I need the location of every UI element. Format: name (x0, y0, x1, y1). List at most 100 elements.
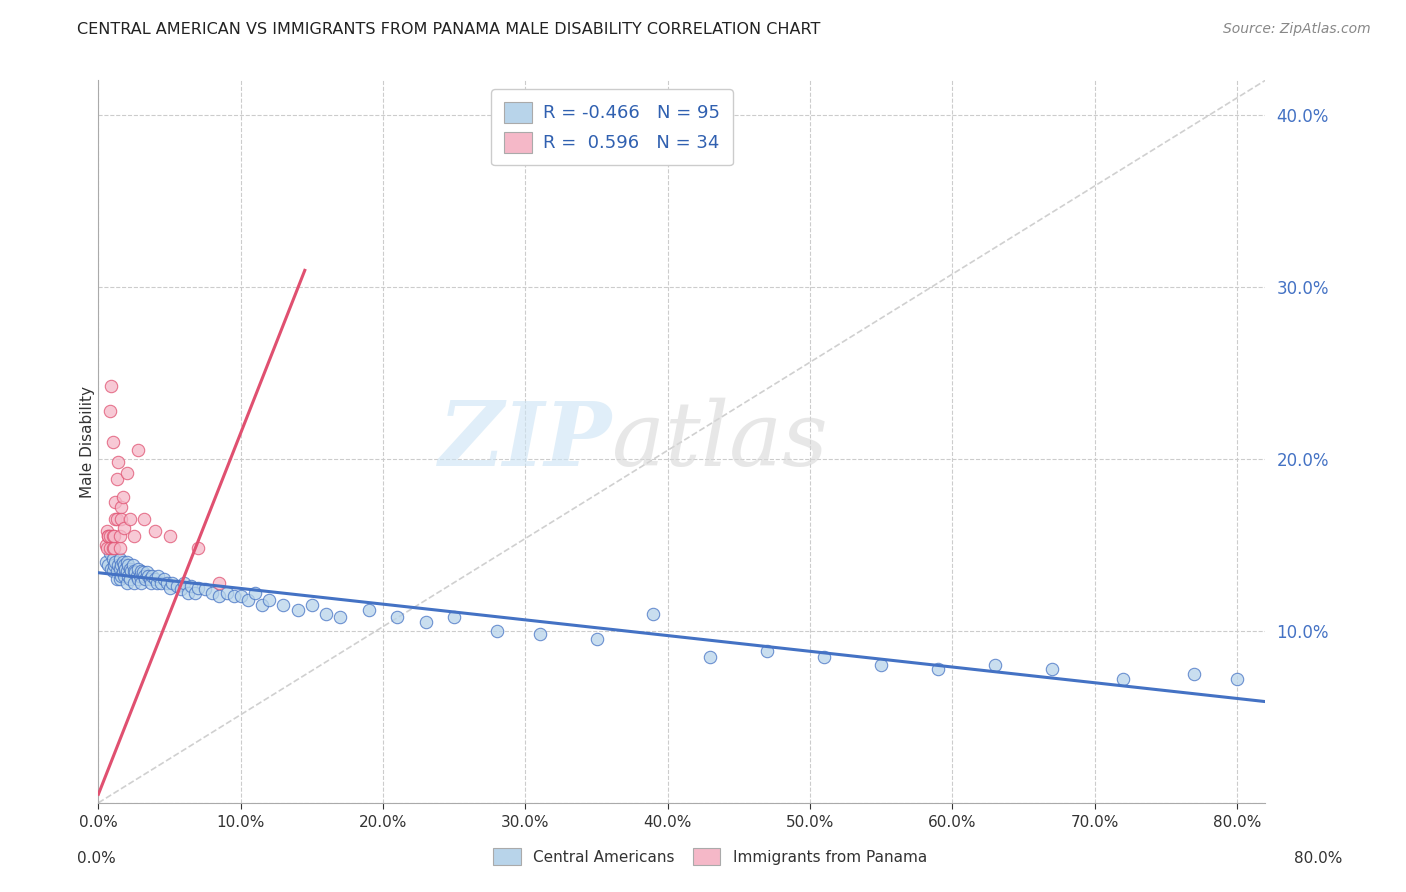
Point (194, 582, 217, 597)
Point (105, 472, 128, 486)
Point (135, 566, 157, 580)
Point (143, 524, 166, 538)
Point (94, 538, 117, 552)
Point (117, 558, 139, 573)
Point (162, 575, 184, 590)
Point (101, 551, 124, 566)
Point (104, 512, 127, 526)
Text: 0.0%: 0.0% (77, 851, 117, 865)
Point (108, 541, 131, 556)
Point (129, 564, 152, 578)
Point (98, 529, 121, 543)
Point (107, 558, 129, 573)
Point (136, 568, 159, 582)
Point (146, 575, 169, 590)
Point (984, 658, 1007, 673)
Point (236, 592, 259, 607)
Point (96, 541, 118, 556)
Point (122, 529, 145, 543)
Point (120, 564, 142, 578)
Text: CENTRAL AMERICAN VS IMMIGRANTS FROM PANAMA MALE DISABILITY CORRELATION CHART: CENTRAL AMERICAN VS IMMIGRANTS FROM PANA… (77, 22, 821, 37)
Point (118, 572, 141, 586)
Point (118, 562, 141, 576)
Point (97, 558, 120, 573)
Point (125, 568, 148, 582)
Point (105, 572, 128, 586)
Point (115, 564, 138, 578)
Point (357, 603, 380, 617)
Point (927, 662, 949, 676)
Point (115, 575, 138, 590)
Point (208, 575, 231, 590)
Text: Source: ZipAtlas.com: Source: ZipAtlas.com (1223, 22, 1371, 37)
Point (117, 568, 139, 582)
Point (105, 512, 128, 526)
Point (215, 586, 238, 600)
Point (1226, 672, 1249, 686)
Point (177, 586, 200, 600)
Point (100, 562, 122, 576)
Point (699, 649, 721, 664)
Point (98, 403, 121, 417)
Point (127, 572, 149, 586)
Point (104, 555, 127, 569)
Point (101, 564, 124, 578)
Point (187, 541, 209, 556)
Point (173, 575, 195, 590)
Point (229, 590, 252, 604)
Point (1182, 666, 1205, 681)
Point (187, 581, 209, 595)
Point (222, 590, 245, 604)
Point (315, 607, 337, 621)
Point (108, 562, 131, 576)
Point (127, 562, 149, 576)
Point (132, 512, 155, 526)
Point (273, 598, 295, 612)
Point (101, 529, 124, 543)
Text: atlas: atlas (612, 398, 828, 485)
Point (1040, 662, 1063, 676)
Point (257, 592, 280, 607)
Point (443, 610, 465, 624)
Point (150, 575, 173, 590)
Point (243, 586, 266, 600)
Point (107, 455, 129, 469)
Point (94, 555, 117, 569)
Legend: R = -0.466   N = 95, R =  0.596   N = 34: R = -0.466 N = 95, R = 0.596 N = 34 (491, 89, 733, 165)
Point (110, 568, 132, 582)
Point (485, 624, 508, 638)
Point (110, 558, 132, 573)
Point (108, 572, 131, 586)
Point (104, 494, 127, 508)
Point (110, 512, 132, 526)
Y-axis label: Male Disability: Male Disability (80, 385, 94, 498)
Point (180, 579, 202, 593)
Point (138, 572, 160, 586)
Point (131, 566, 153, 580)
Point (870, 658, 893, 673)
Point (111, 490, 134, 504)
Point (250, 598, 273, 612)
Text: ZIP: ZIP (439, 399, 612, 484)
Point (132, 568, 155, 582)
Legend: Central Americans, Immigrants from Panama: Central Americans, Immigrants from Panam… (486, 842, 934, 871)
Point (108, 551, 131, 566)
Point (1112, 672, 1135, 686)
Point (128, 568, 150, 582)
Point (127, 443, 149, 458)
Point (415, 615, 437, 630)
Point (115, 466, 138, 480)
Point (129, 575, 152, 590)
Point (148, 568, 170, 582)
Point (134, 572, 156, 586)
Point (301, 598, 323, 612)
Point (97, 529, 120, 543)
Point (98, 546, 121, 560)
Point (114, 562, 136, 576)
Point (103, 558, 125, 573)
Point (112, 520, 135, 534)
Text: 80.0%: 80.0% (1295, 851, 1343, 865)
Point (111, 566, 134, 580)
Point (103, 541, 125, 556)
Point (143, 572, 166, 586)
